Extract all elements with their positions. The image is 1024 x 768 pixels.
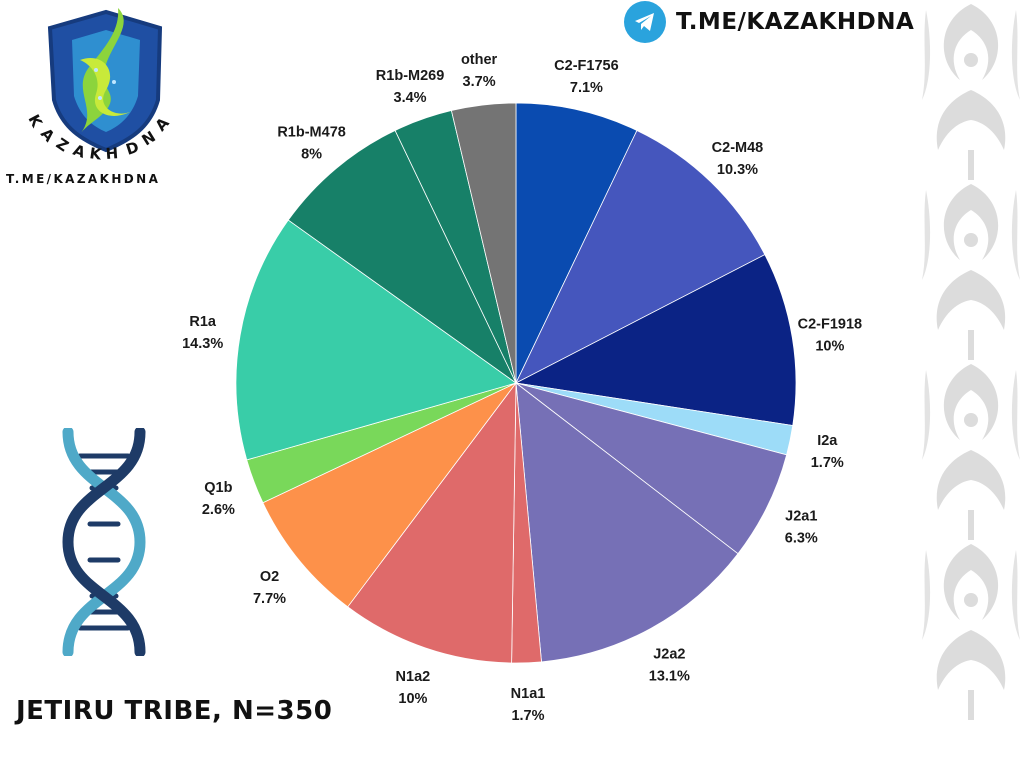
slice-label-o2: O2 7.7%: [253, 569, 286, 607]
slice-label-n1a2: N1a2 10%: [396, 669, 431, 707]
slice-label-c2-f1756: C2-F1756 7.1%: [554, 58, 618, 96]
pie-slice-n1a2: [347, 381, 517, 664]
slice-label-r1b-m478: R1b-M478 8%: [277, 124, 346, 162]
slice-label-c2-f1918: C2-F1918 10%: [798, 317, 862, 355]
pie-slice-r1a: [235, 219, 517, 461]
pie-slice-c2-m48: [515, 129, 766, 384]
pie-slice-r1b-m478: [287, 129, 517, 384]
pie-slice-c2-f1918: [514, 254, 797, 426]
logo-caption: T.ME/KAZAKHDNA: [6, 172, 161, 186]
dna-helix-icon: [62, 428, 146, 656]
slice-label-i2a: I2a 1.7%: [811, 433, 844, 471]
svg-text:K: K: [88, 144, 103, 164]
pie-slice-other: [450, 102, 517, 384]
telegram-link[interactable]: T.ME/KAZAKHDNA: [624, 0, 914, 44]
slice-label-j2a2: J2a2 13.1%: [649, 647, 690, 685]
pie-slice-c2-f1756: [515, 102, 638, 384]
pie-slice-o2: [262, 382, 517, 608]
slice-label-q1b: Q1b 2.6%: [202, 480, 235, 518]
pie-slice-j2a2: [515, 382, 739, 663]
slice-label-n1a1: N1a1 1.7%: [511, 686, 546, 724]
telegram-icon: [624, 1, 666, 43]
slice-label-r1a: R1a 14.3%: [182, 314, 223, 352]
slice-label-c2-m48: C2-M48 10.3%: [712, 140, 764, 178]
svg-text:D: D: [124, 138, 141, 159]
telegram-handle: T.ME/KAZAKHDNA: [676, 9, 915, 35]
slice-label-j2a1: J2a1 6.3%: [785, 508, 818, 546]
slice-label-r1b-m269: R1b-M269 3.4%: [376, 68, 445, 106]
chart-title: JETIRU TRIBE, N=350: [16, 696, 333, 726]
svg-text:H: H: [105, 144, 119, 163]
kazakh-dna-logo: K A Z A K H D N A: [24, 8, 173, 164]
slice-label-other: other 3.7%: [461, 52, 498, 90]
